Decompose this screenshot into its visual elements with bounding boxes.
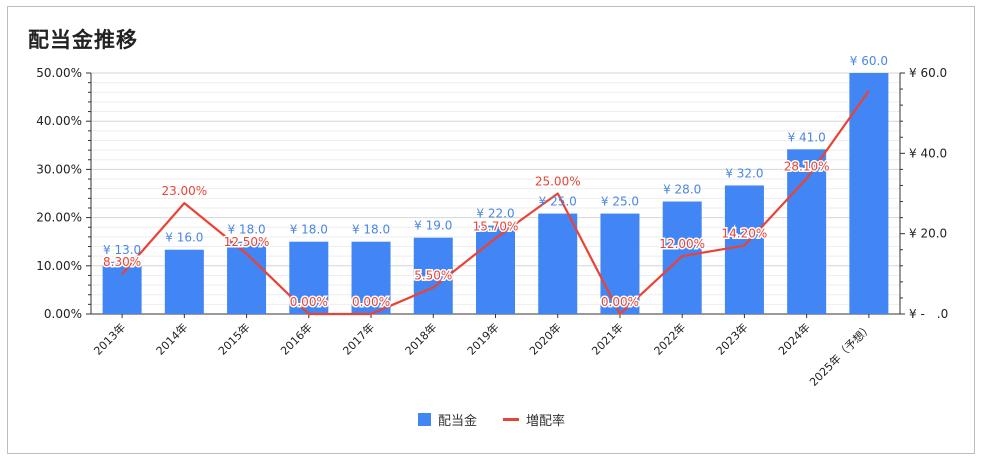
- y-axis-right-tick-label: ¥ 40.0: [909, 146, 947, 160]
- bar-dividend: [787, 149, 827, 314]
- x-axis-tick-label: 2022年: [651, 320, 688, 357]
- chart-title: 配当金推移: [28, 28, 138, 52]
- legend-item-growth-rate[interactable]: 増配率: [503, 410, 565, 429]
- bar-dividend: [351, 241, 391, 314]
- bar-dividend: [102, 261, 142, 314]
- bar-data-label: ¥ 19.0: [414, 219, 452, 233]
- bar-data-label: ¥ 18.0: [227, 223, 265, 237]
- legend-swatch-dividend: [417, 413, 431, 426]
- x-axis-tick-label: 2013年: [91, 320, 128, 357]
- y-axis-right-tick-label: ¥ 60.0: [909, 66, 947, 80]
- bar-data-label: ¥ 28.0: [663, 183, 701, 197]
- bar-data-label: ¥ 32.0: [725, 166, 763, 180]
- bar-dividend: [600, 213, 640, 314]
- line-data-label: 0.00%: [601, 295, 639, 309]
- x-axis-tick-label: 2015年: [215, 320, 252, 357]
- bar-data-label: ¥ 25.0: [601, 195, 639, 209]
- x-axis-tick-label: 2019年: [464, 320, 501, 357]
- bar-dividend: [849, 73, 889, 314]
- legend: 配当金 増配率: [0, 410, 983, 429]
- line-data-label: 12.50%: [224, 235, 270, 249]
- bar-data-label: ¥ 18.0: [352, 223, 390, 237]
- bar-dividend: [662, 201, 702, 314]
- line-data-label: 28.10%: [784, 160, 830, 174]
- y-axis-left-tick-label: 20.00%: [36, 211, 82, 225]
- x-axis-tick-label: 2014年: [153, 320, 190, 357]
- bar-data-label: ¥ 18.0: [290, 223, 328, 237]
- y-axis-left-tick-label: 0.00%: [44, 307, 82, 321]
- legend-label-dividend: 配当金: [437, 414, 477, 429]
- line-data-label: 23.00%: [161, 184, 207, 198]
- x-axis-tick-label: 2016年: [277, 320, 314, 357]
- bar-dividend: [724, 185, 764, 314]
- x-axis-tick-label: 2023年: [713, 320, 750, 357]
- legend-swatch-growth-rate: [503, 418, 519, 421]
- x-axis-tick-label: 2020年: [526, 320, 563, 357]
- bar-dividend: [538, 213, 578, 314]
- line-data-label: 5.50%: [414, 268, 452, 282]
- x-axis-tick-label: 2024年: [775, 320, 812, 357]
- x-axis-tick-label: 2025年（予想）: [806, 320, 875, 389]
- y-axis-right-tick-label: ¥ 20.0: [909, 227, 947, 241]
- line-data-label: 0.00%: [352, 295, 390, 309]
- bar-data-label: ¥ 41.0: [788, 130, 826, 144]
- bar-data-label: ¥ 22.0: [476, 207, 514, 221]
- line-data-label: 12.00%: [659, 237, 705, 251]
- y-axis-left-tick-label: 10.00%: [36, 259, 82, 273]
- bar-data-label: ¥ 16.0: [165, 231, 203, 245]
- line-data-label: 8.30%: [103, 255, 141, 269]
- bar-data-label: ¥ 13.0: [103, 243, 141, 257]
- legend-label-growth-rate: 増配率: [526, 414, 566, 429]
- bar-dividend: [476, 225, 515, 314]
- x-axis-tick-label: 2021年: [589, 320, 626, 357]
- legend-item-dividend[interactable]: 配当金: [417, 410, 477, 429]
- line-data-label: 0.00%: [290, 295, 328, 309]
- line-data-label: 14.20%: [722, 227, 768, 241]
- y-axis-left-tick-label: 30.00%: [36, 162, 82, 176]
- x-axis-tick-label: 2018年: [402, 320, 439, 357]
- y-axis-left-tick-label: 40.00%: [36, 114, 82, 128]
- line-growth-rate: [121, 90, 870, 316]
- bar-data-label: ¥ 60.0: [850, 54, 888, 68]
- x-axis-tick-label: 2017年: [340, 320, 377, 357]
- y-axis-right-tick-label: ¥ - .0: [909, 307, 948, 321]
- line-data-label: 15.70%: [473, 219, 519, 233]
- bar-dividend: [164, 249, 204, 314]
- y-axis-left-tick-label: 50.00%: [36, 66, 82, 80]
- line-data-label: 25.00%: [535, 175, 581, 189]
- bar-data-label: ¥ 25.0: [539, 195, 577, 209]
